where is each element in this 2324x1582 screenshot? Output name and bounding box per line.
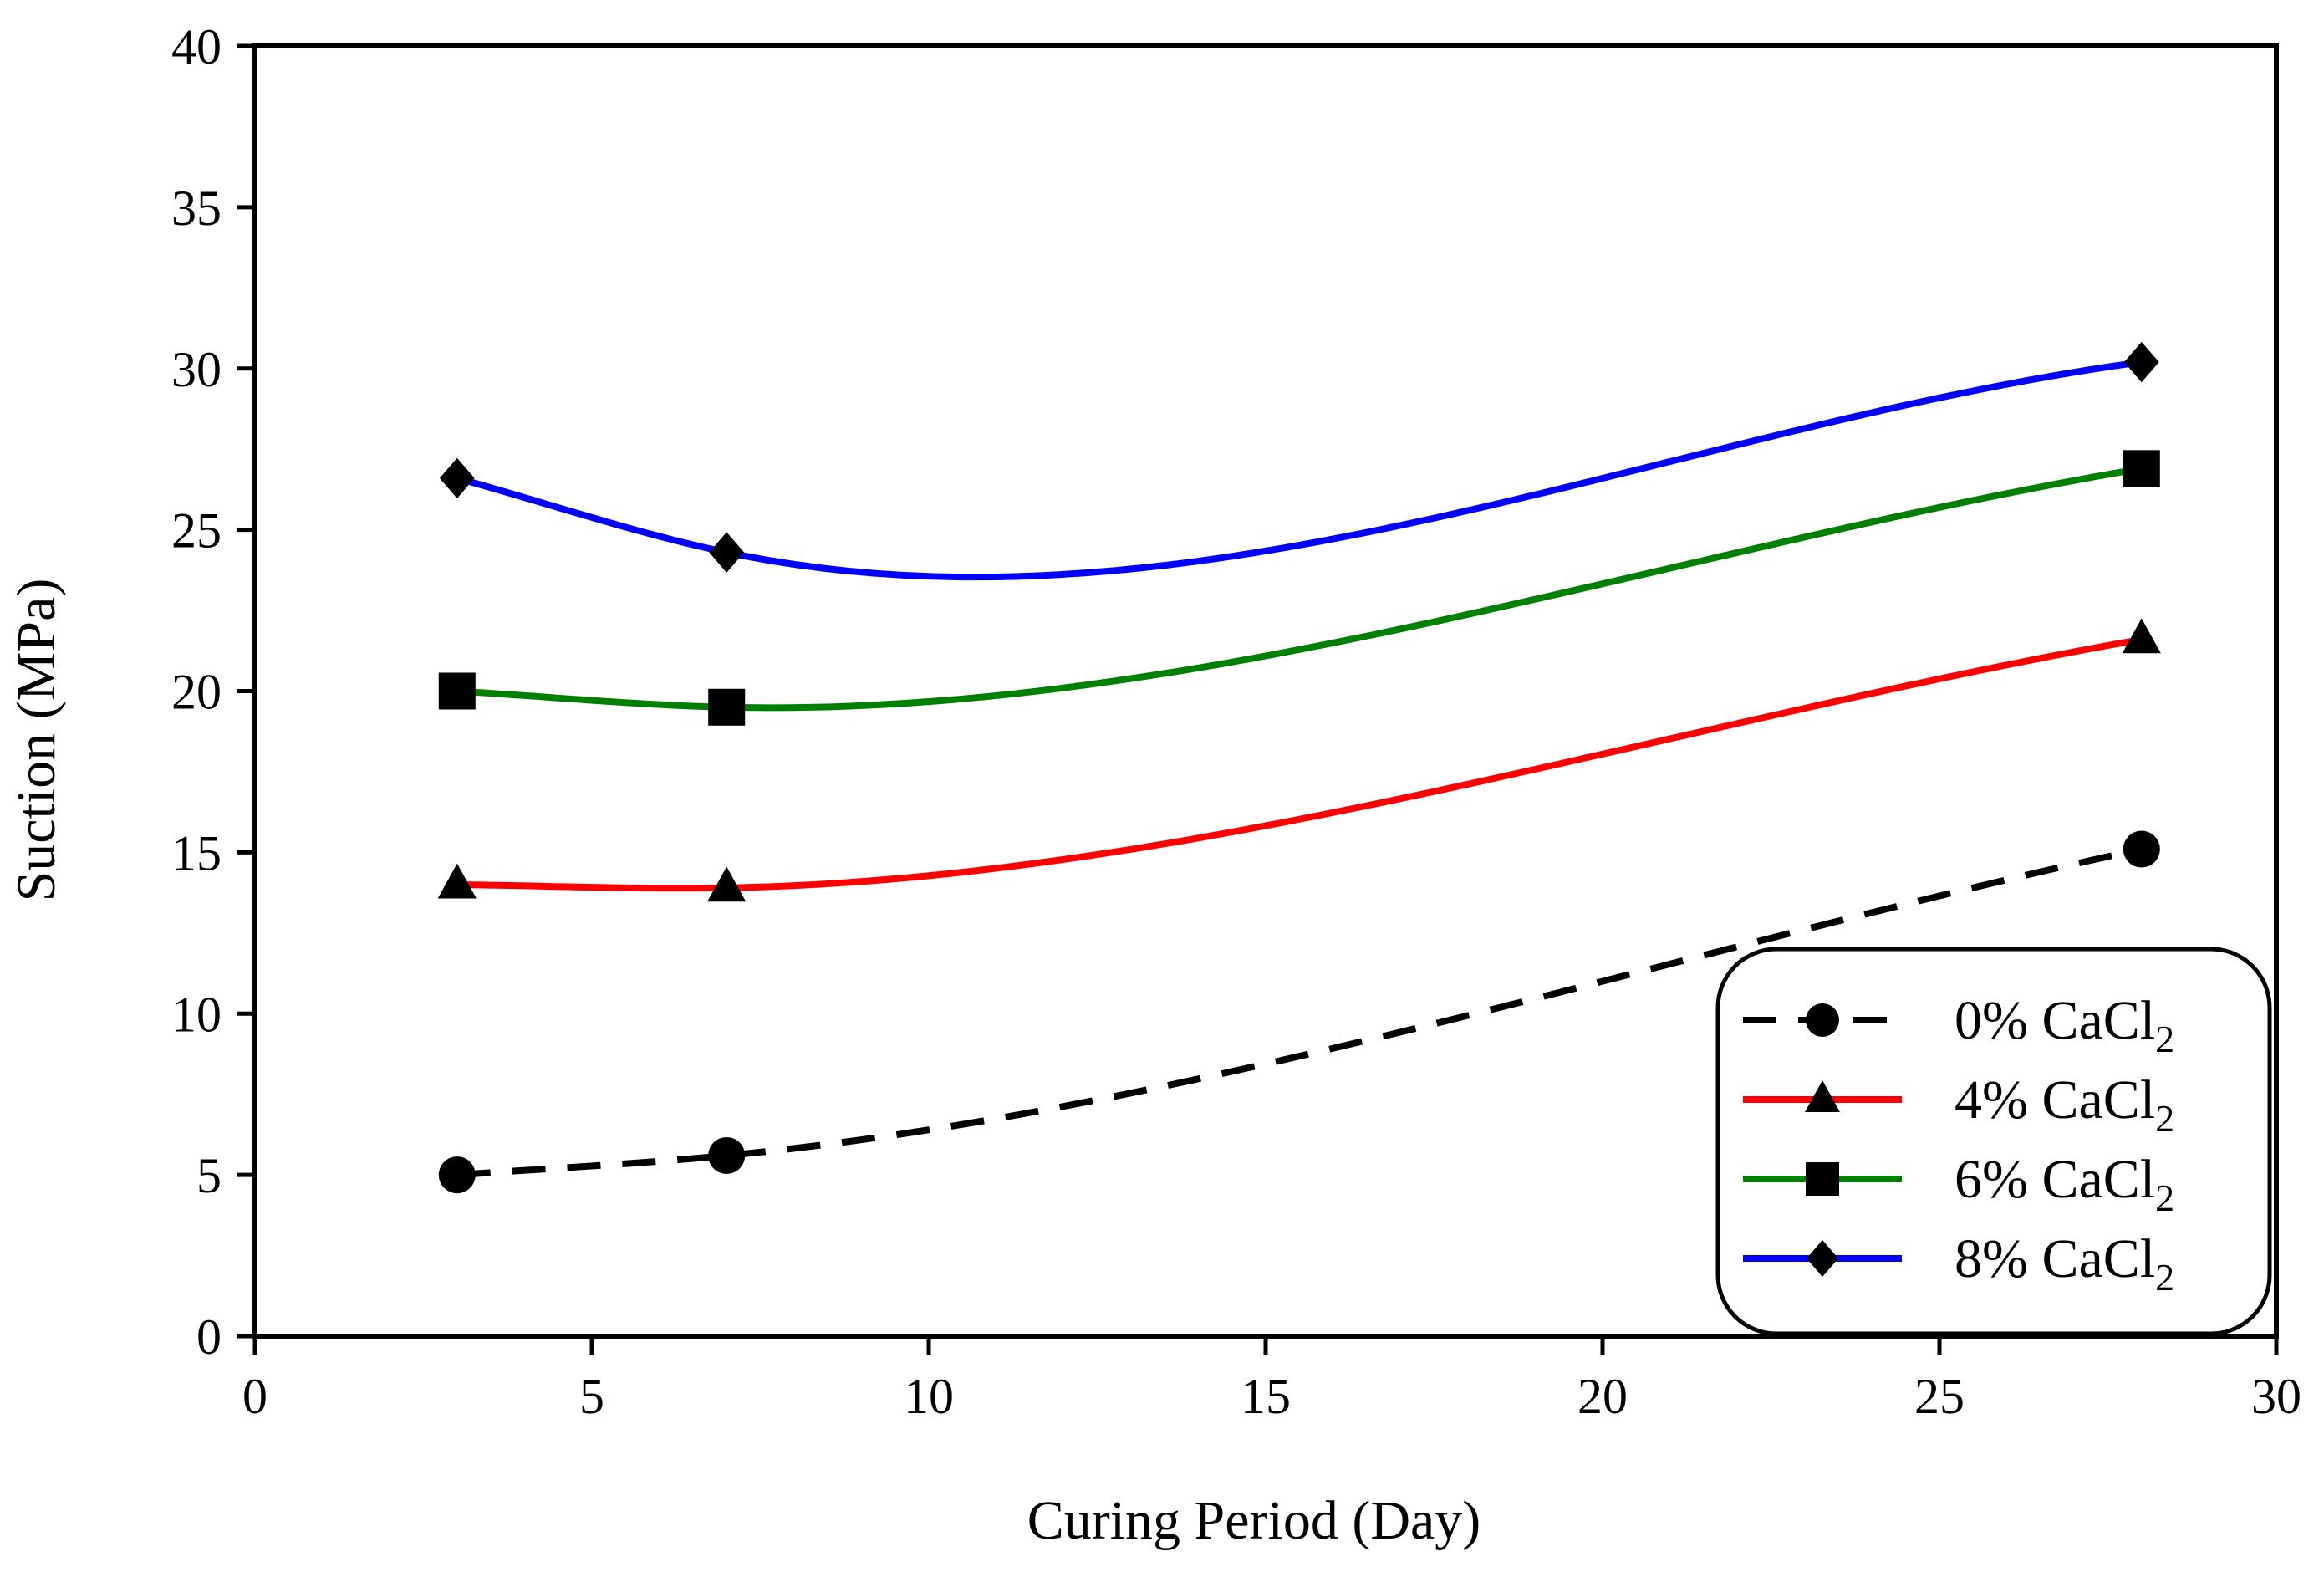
marker-circle [1806,1003,1839,1037]
marker-circle [2123,830,2160,868]
legend-label-text: 8% CaCl [1955,1228,2155,1289]
y-axis-title: Suction (MPa) [6,579,67,902]
legend-entry: 4% CaCl2 [1743,1069,2174,1140]
marker-circle [708,1136,746,1174]
x-tick-label: 0 [242,1369,268,1424]
series-line [456,465,2143,712]
x-tick-label: 20 [1577,1369,1628,1424]
legend-entry: 8% CaCl2 [1743,1228,2174,1299]
x-tick-label: 15 [1241,1369,1291,1424]
series-line [456,359,2143,581]
x-tick-label: 30 [2251,1369,2301,1424]
y-tick-label: 15 [171,825,222,880]
series-3 [439,341,2159,581]
y-tick-label: 25 [171,503,222,559]
legend-label-subscript: 2 [2155,1256,2174,1299]
legend-label: 4% CaCl2 [1955,1069,2174,1140]
marker-square [708,688,746,726]
marker-triangle [437,863,477,899]
marker-triangle [1805,1080,1840,1112]
y-tick-label: 0 [196,1309,222,1365]
y-tick-label: 5 [196,1148,222,1203]
series-2 [438,450,2160,726]
legend-label: 6% CaCl2 [1955,1149,2174,1219]
x-tick-label: 10 [904,1369,954,1424]
marker-diamond [2123,341,2159,383]
legend-label-subscript: 2 [2155,1018,2174,1060]
legend-label-subscript: 2 [2155,1176,2174,1219]
series-line [456,635,2143,892]
legend-entry: 6% CaCl2 [1743,1149,2174,1219]
legend-label-text: 4% CaCl [1955,1069,2155,1130]
series-line [456,845,2143,1179]
marker-square [1806,1162,1839,1196]
marker-diamond [709,532,745,573]
marker-triangle [707,866,747,902]
marker-circle [438,1156,476,1194]
marker-square [2123,450,2160,487]
marker-diamond [1807,1240,1838,1277]
legend-label: 8% CaCl2 [1955,1228,2174,1299]
legend-label-text: 6% CaCl [1955,1149,2155,1210]
y-tick-label: 40 [171,19,222,74]
y-tick-label: 20 [171,665,222,720]
y-tick-label: 10 [171,987,222,1042]
y-tick-label: 35 [171,181,222,236]
legend-entry: 0% CaCl2 [1743,990,2174,1060]
y-tick-label: 30 [171,342,222,397]
series-0 [438,830,2160,1194]
marker-triangle [2122,618,2161,654]
x-tick-label: 5 [579,1369,604,1424]
legend-label: 0% CaCl2 [1955,990,2174,1060]
legend-label-subscript: 2 [2155,1097,2174,1140]
axes: 0 5 10 15 20 25 30 0 5 10 15 20 25 30 35 40 [171,19,2301,1424]
marker-square [438,672,476,710]
marker-diamond [439,457,475,499]
x-tick-label: 25 [1914,1369,1965,1424]
legend-box [1715,947,2272,1336]
series-1 [437,618,2161,902]
plot-area [437,341,2161,1194]
x-axis-title: Curing Period (Day) [1027,1490,1481,1551]
legend-label-text: 0% CaCl [1955,990,2155,1051]
